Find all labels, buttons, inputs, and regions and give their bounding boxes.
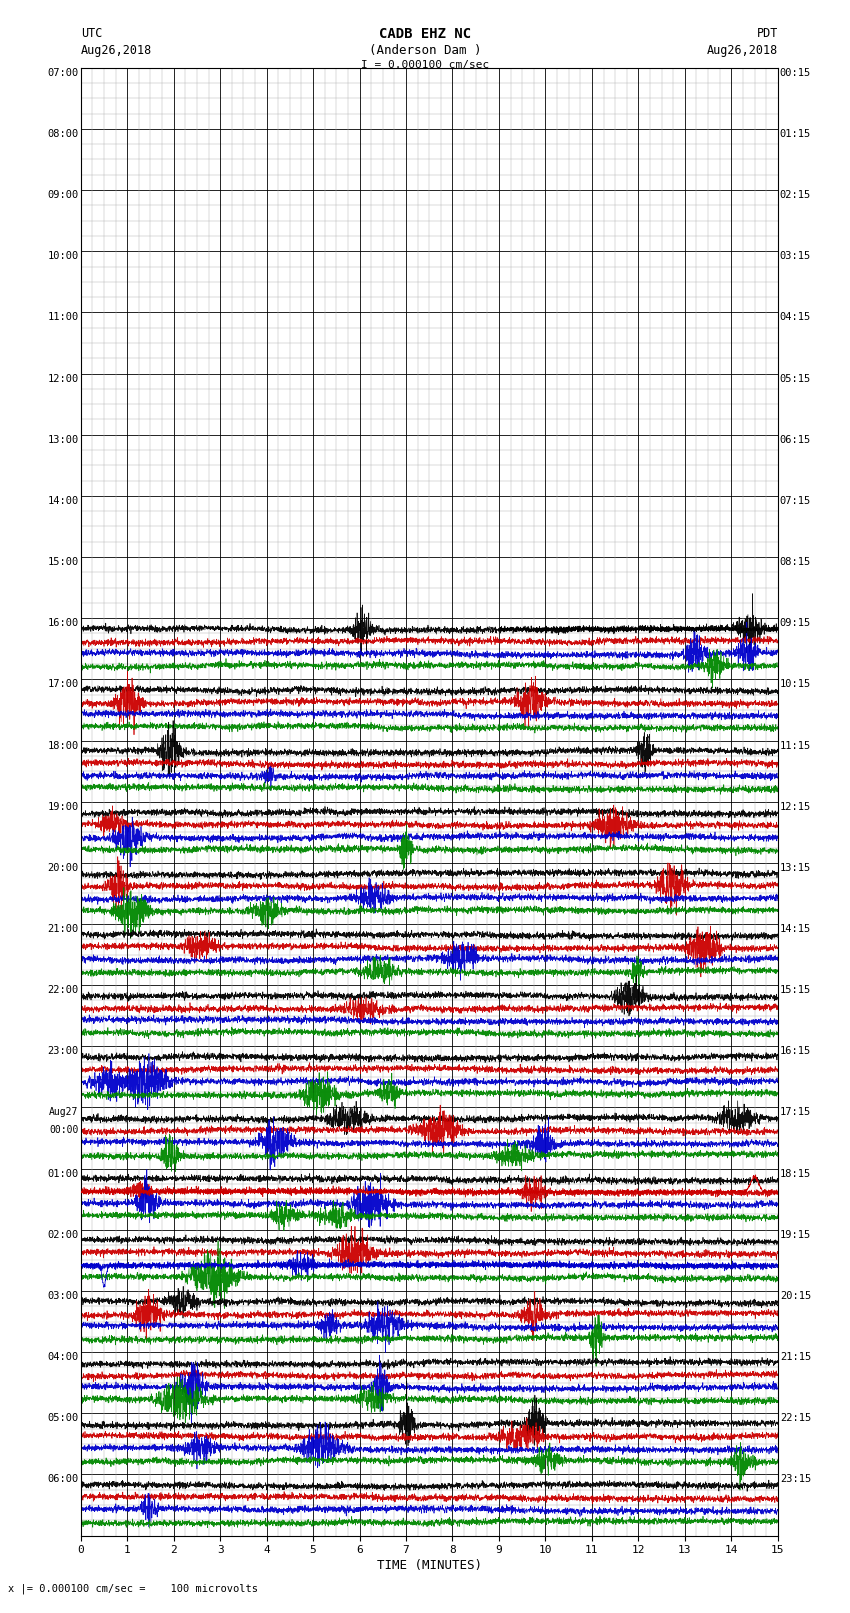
Text: 22:00: 22:00 xyxy=(48,986,79,995)
Text: 12:15: 12:15 xyxy=(779,802,811,811)
Text: 15:15: 15:15 xyxy=(779,986,811,995)
Text: 18:00: 18:00 xyxy=(48,740,79,750)
Text: 01:00: 01:00 xyxy=(48,1168,79,1179)
Text: 05:15: 05:15 xyxy=(779,374,811,384)
Text: CADB EHZ NC: CADB EHZ NC xyxy=(379,27,471,42)
Text: 03:15: 03:15 xyxy=(779,252,811,261)
Text: 17:15: 17:15 xyxy=(779,1108,811,1118)
Text: 14:15: 14:15 xyxy=(779,924,811,934)
Text: 17:00: 17:00 xyxy=(48,679,79,689)
Text: 02:15: 02:15 xyxy=(779,190,811,200)
Text: 07:00: 07:00 xyxy=(48,68,79,77)
Text: I = 0.000100 cm/sec: I = 0.000100 cm/sec xyxy=(361,60,489,69)
Text: 19:00: 19:00 xyxy=(48,802,79,811)
Text: 13:15: 13:15 xyxy=(779,863,811,873)
Text: 15:00: 15:00 xyxy=(48,556,79,568)
Text: 08:15: 08:15 xyxy=(779,556,811,568)
Text: 10:15: 10:15 xyxy=(779,679,811,689)
Text: 19:15: 19:15 xyxy=(779,1229,811,1240)
Text: 10:00: 10:00 xyxy=(48,252,79,261)
Text: 09:00: 09:00 xyxy=(48,190,79,200)
Text: UTC: UTC xyxy=(81,27,102,40)
Text: 21:15: 21:15 xyxy=(779,1352,811,1361)
Text: PDT: PDT xyxy=(756,27,778,40)
Text: 23:15: 23:15 xyxy=(779,1474,811,1484)
Text: 16:00: 16:00 xyxy=(48,618,79,627)
Text: 06:15: 06:15 xyxy=(779,436,811,445)
Text: 04:15: 04:15 xyxy=(779,313,811,323)
Text: Aug27: Aug27 xyxy=(49,1108,79,1118)
Text: 14:00: 14:00 xyxy=(48,495,79,506)
Text: 07:15: 07:15 xyxy=(779,495,811,506)
Text: Aug26,2018: Aug26,2018 xyxy=(81,44,152,56)
Text: 06:00: 06:00 xyxy=(48,1474,79,1484)
Text: (Anderson Dam ): (Anderson Dam ) xyxy=(369,44,481,56)
Text: 23:00: 23:00 xyxy=(48,1047,79,1057)
Text: 20:15: 20:15 xyxy=(779,1290,811,1302)
Text: 00:15: 00:15 xyxy=(779,68,811,77)
Text: 05:00: 05:00 xyxy=(48,1413,79,1423)
Text: 20:00: 20:00 xyxy=(48,863,79,873)
Text: 08:00: 08:00 xyxy=(48,129,79,139)
X-axis label: TIME (MINUTES): TIME (MINUTES) xyxy=(377,1560,482,1573)
Text: Aug26,2018: Aug26,2018 xyxy=(706,44,778,56)
Text: 01:15: 01:15 xyxy=(779,129,811,139)
Text: 02:00: 02:00 xyxy=(48,1229,79,1240)
Text: 11:00: 11:00 xyxy=(48,313,79,323)
Text: 09:15: 09:15 xyxy=(779,618,811,627)
Text: 13:00: 13:00 xyxy=(48,436,79,445)
Text: 03:00: 03:00 xyxy=(48,1290,79,1302)
Text: 21:00: 21:00 xyxy=(48,924,79,934)
Text: 16:15: 16:15 xyxy=(779,1047,811,1057)
Text: 12:00: 12:00 xyxy=(48,374,79,384)
Text: x |= 0.000100 cm/sec =    100 microvolts: x |= 0.000100 cm/sec = 100 microvolts xyxy=(8,1582,258,1594)
Text: 04:00: 04:00 xyxy=(48,1352,79,1361)
Text: 22:15: 22:15 xyxy=(779,1413,811,1423)
Text: 00:00: 00:00 xyxy=(49,1126,79,1136)
Text: 18:15: 18:15 xyxy=(779,1168,811,1179)
Text: 11:15: 11:15 xyxy=(779,740,811,750)
